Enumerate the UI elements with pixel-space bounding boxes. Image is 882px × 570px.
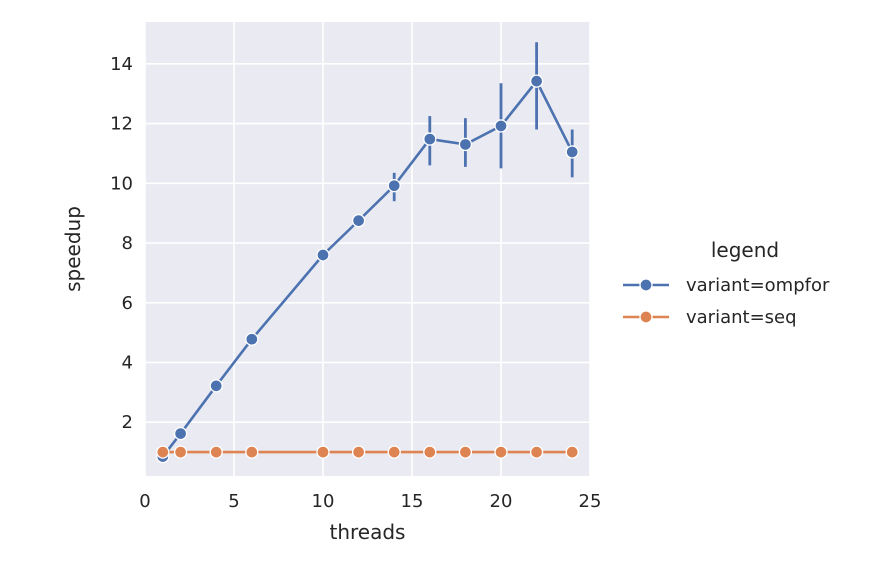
legend-title: legend — [711, 238, 779, 262]
legend-item-label: variant=ompfor — [686, 275, 830, 296]
data-point — [209, 445, 223, 459]
x-axis-ticks: 0 5 10 15 20 25 — [139, 491, 601, 512]
data-point — [529, 74, 544, 88]
series-line — [161, 78, 574, 458]
grid — [144, 22, 591, 476]
x-tick-label: 15 — [401, 491, 424, 512]
x-tick-label: 20 — [490, 491, 513, 512]
data-point — [458, 445, 473, 459]
data-point — [209, 379, 223, 393]
data-point — [387, 445, 401, 459]
data-point — [173, 426, 188, 441]
plot-area — [145, 22, 590, 476]
x-tick-label: 5 — [228, 491, 239, 512]
legend-item-label: variant=seq — [686, 307, 797, 328]
y-tick-label: 4 — [122, 353, 133, 374]
data-point — [173, 445, 188, 459]
data-point — [423, 132, 437, 146]
series-layer — [156, 42, 579, 464]
x-tick-label: 10 — [312, 491, 335, 512]
y-tick-label: 12 — [110, 114, 133, 135]
data-point — [245, 332, 259, 346]
y-tick-label: 6 — [122, 293, 133, 314]
legend: legend variant=ompfor variant=seq — [623, 238, 830, 328]
legend-swatch-marker — [639, 310, 653, 324]
y-tick-label: 14 — [110, 54, 133, 75]
data-point — [316, 445, 330, 459]
y-axis-ticks: 2 4 6 8 10 12 14 — [110, 54, 133, 433]
data-point — [351, 213, 366, 228]
data-point — [351, 445, 366, 459]
data-point — [458, 137, 473, 152]
y-tick-label: 10 — [110, 173, 133, 194]
data-point — [423, 445, 437, 459]
data-point — [156, 445, 170, 459]
data-point — [494, 119, 508, 133]
x-tick-label: 25 — [579, 491, 602, 512]
data-point — [565, 145, 579, 159]
y-tick-label: 8 — [122, 233, 133, 254]
data-point — [494, 445, 508, 459]
data-point — [565, 445, 579, 459]
x-tick-label: 0 — [139, 491, 150, 512]
y-axis-label: speedup — [61, 206, 85, 292]
data-point — [316, 248, 330, 262]
legend-swatch-marker — [639, 278, 653, 292]
y-tick-label: 2 — [122, 412, 133, 433]
data-point — [245, 445, 259, 459]
series-1 — [156, 445, 579, 459]
data-point — [387, 179, 401, 193]
series-0 — [156, 42, 579, 464]
data-point — [529, 445, 544, 459]
x-axis-label: threads — [330, 520, 406, 544]
